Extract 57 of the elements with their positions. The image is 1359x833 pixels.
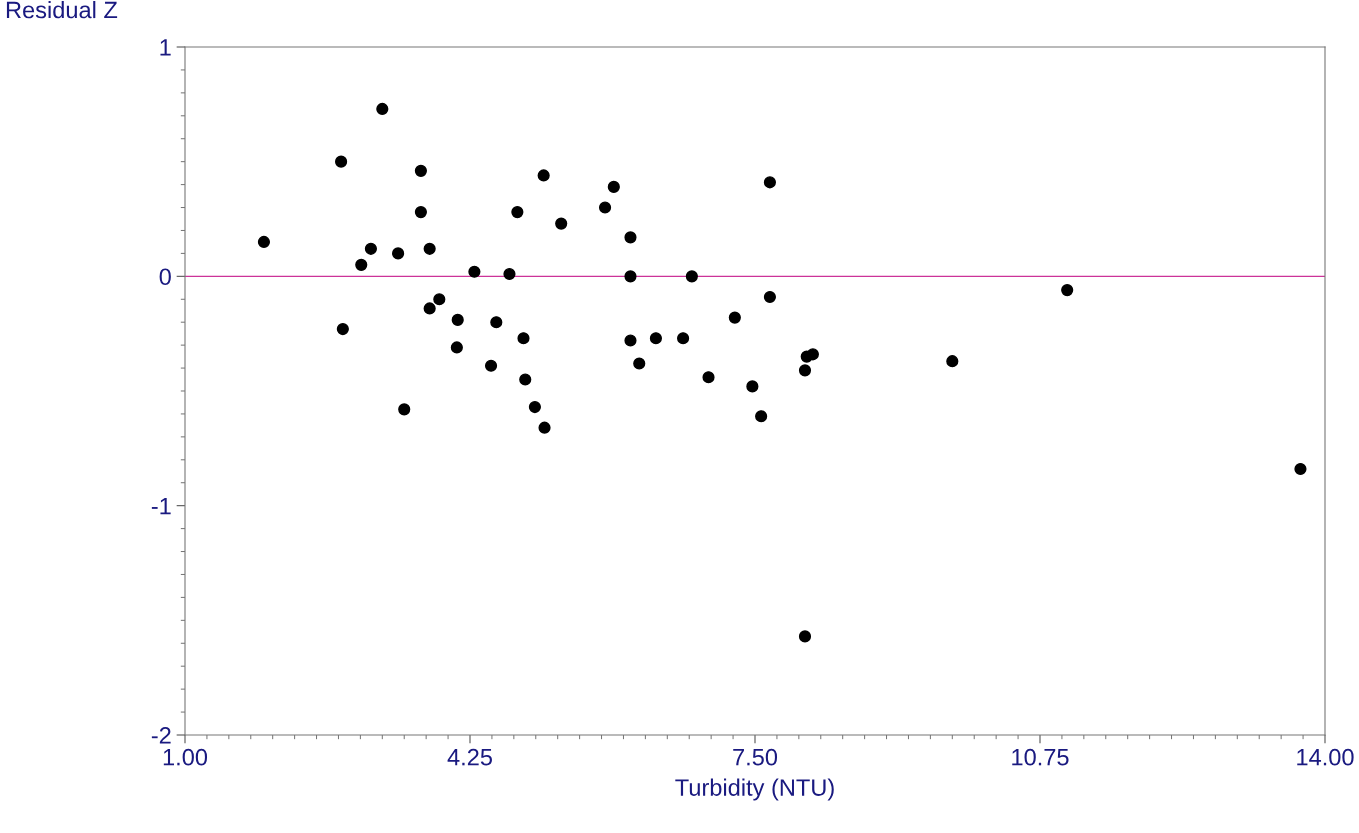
point bbox=[624, 231, 637, 244]
point bbox=[537, 169, 550, 182]
y-tick-label: 1 bbox=[160, 39, 171, 56]
point bbox=[503, 267, 516, 281]
point bbox=[517, 332, 530, 345]
point bbox=[946, 355, 959, 368]
point bbox=[433, 293, 446, 306]
x-tick-label: 1.00 bbox=[163, 748, 208, 766]
point bbox=[423, 242, 436, 255]
point bbox=[598, 201, 612, 214]
point bbox=[490, 316, 503, 329]
point bbox=[376, 102, 389, 115]
point bbox=[685, 270, 698, 283]
point bbox=[450, 341, 463, 354]
point bbox=[1294, 462, 1307, 476]
point bbox=[414, 164, 427, 177]
y-axis-title: Residual Z bbox=[6, 1, 118, 19]
point bbox=[392, 247, 405, 260]
point bbox=[633, 357, 646, 370]
point bbox=[677, 332, 690, 345]
point bbox=[763, 176, 776, 189]
point bbox=[528, 400, 541, 414]
point bbox=[364, 242, 377, 255]
x-tick-label: 10.75 bbox=[1012, 748, 1069, 766]
point bbox=[624, 270, 637, 283]
point bbox=[398, 403, 411, 416]
point bbox=[511, 206, 524, 219]
point bbox=[763, 290, 776, 304]
point bbox=[607, 180, 620, 193]
x-axis-title: Turbidity (NTU) bbox=[675, 778, 834, 801]
point bbox=[798, 364, 812, 377]
point bbox=[1061, 284, 1074, 297]
point bbox=[798, 630, 812, 643]
point bbox=[555, 217, 568, 230]
point bbox=[702, 371, 715, 384]
point bbox=[649, 332, 662, 345]
point bbox=[519, 373, 532, 386]
x-tick-label: 7.50 bbox=[733, 748, 778, 766]
point bbox=[423, 302, 436, 315]
x-tick-label: 14.00 bbox=[1297, 748, 1354, 766]
y-tick-label: -2 bbox=[151, 727, 171, 744]
point bbox=[335, 155, 348, 168]
y-tick-label: -1 bbox=[151, 497, 171, 515]
point bbox=[468, 265, 481, 278]
point bbox=[414, 206, 427, 219]
point bbox=[484, 359, 498, 372]
point bbox=[624, 334, 637, 347]
y-tick-label: 0 bbox=[159, 268, 171, 286]
point bbox=[746, 380, 759, 393]
point bbox=[257, 235, 270, 249]
point bbox=[336, 323, 349, 336]
point bbox=[355, 258, 368, 271]
point bbox=[755, 410, 768, 423]
point bbox=[451, 313, 464, 326]
point bbox=[728, 311, 741, 324]
point bbox=[538, 421, 551, 434]
x-tick-label: 4.25 bbox=[447, 748, 492, 766]
